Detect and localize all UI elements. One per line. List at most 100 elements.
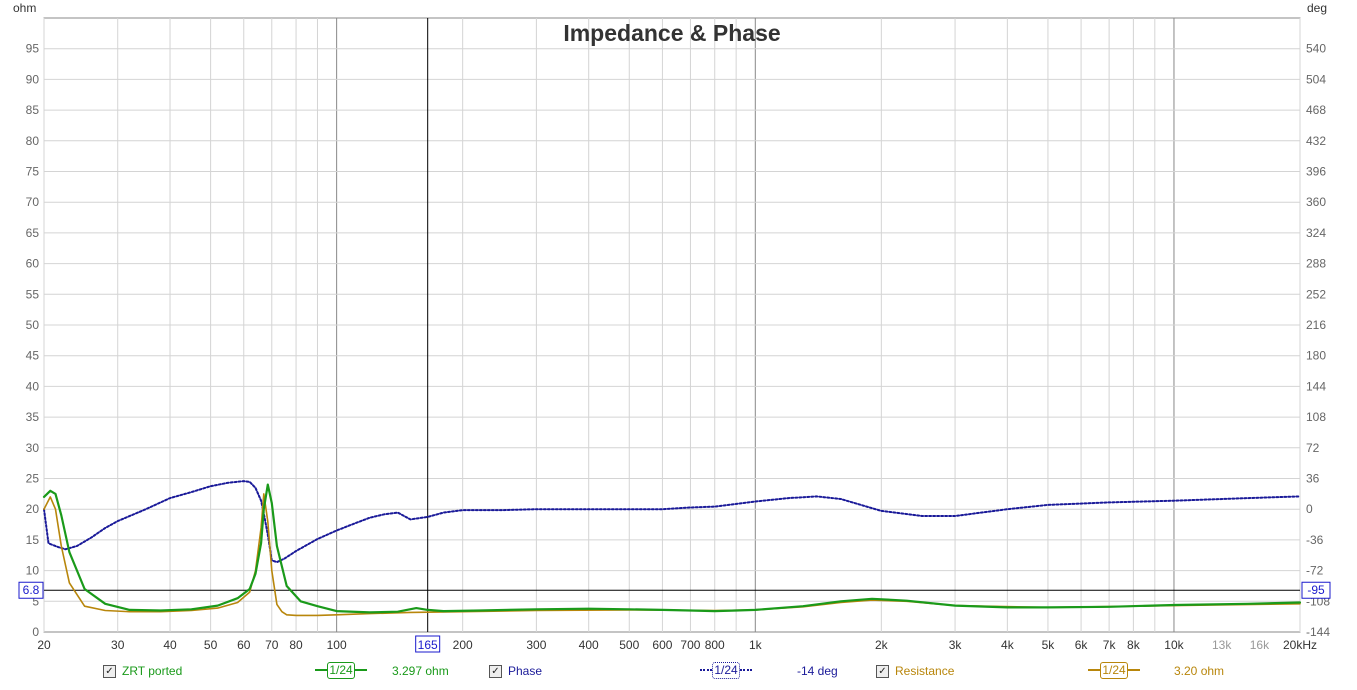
zrt-ported-line bbox=[42, 483, 1302, 614]
right-tick-label: -36 bbox=[1306, 533, 1324, 547]
left-tick-label: 90 bbox=[26, 72, 40, 86]
left-tick-label: 15 bbox=[26, 533, 40, 547]
left-tick-label: 80 bbox=[26, 134, 40, 148]
cursor-left-label: 6.8 bbox=[23, 583, 40, 597]
phase-smoothing-label: 1/24 bbox=[712, 662, 740, 679]
phase-smoothing-button[interactable]: 1/24 bbox=[700, 661, 752, 679]
x-tick-label: 7k bbox=[1103, 638, 1117, 652]
zrt-smoothing-button[interactable]: 1/24 bbox=[315, 661, 367, 679]
right-tick-label: -72 bbox=[1306, 564, 1324, 578]
resistance-smoothing-label: 1/24 bbox=[1100, 662, 1128, 679]
right-tick-label: 108 bbox=[1306, 410, 1326, 424]
x-tick-label: 300 bbox=[526, 638, 546, 652]
x-tick-label: 13k bbox=[1212, 638, 1232, 652]
right-tick-label: 396 bbox=[1306, 165, 1326, 179]
left-tick-label: 40 bbox=[26, 379, 40, 393]
x-tick-label: 600 bbox=[652, 638, 672, 652]
zrt-smoothing-label: 1/24 bbox=[327, 662, 355, 679]
left-tick-label: 70 bbox=[26, 195, 40, 209]
impedance-phase-chart: 5 10 15 20 25 30 35 40 45 50 55 60 65 70 75 80 85 90 95 0 -… bbox=[13, 1, 1331, 653]
phase-value: -14 deg bbox=[797, 664, 838, 678]
cursor-right-label: -95 bbox=[1307, 583, 1325, 597]
right-tick-label: 468 bbox=[1306, 103, 1326, 117]
legend-resistance-toggle[interactable]: ✓ Resistance bbox=[876, 660, 954, 682]
right-tick-label: 36 bbox=[1306, 472, 1320, 486]
phase-line bbox=[43, 480, 1301, 564]
legend-phase-toggle[interactable]: ✓ Phase bbox=[489, 660, 542, 682]
right-axis-ticks: -144-108-72-3603672108144180216252288324… bbox=[1306, 42, 1330, 639]
x-tick-label: 8k bbox=[1127, 638, 1141, 652]
resistance-legend-label: Resistance bbox=[895, 664, 955, 678]
right-tick-label: 144 bbox=[1306, 379, 1326, 393]
x-tick-label: 50 bbox=[204, 638, 218, 652]
zrt-checkbox[interactable]: ✓ bbox=[103, 664, 116, 678]
grid bbox=[43, 18, 1301, 632]
x-tick-label: 700 bbox=[680, 638, 700, 652]
chart-title: Impedance & Phase bbox=[563, 20, 780, 46]
right-tick-label: 288 bbox=[1306, 257, 1326, 271]
right-tick-label: 360 bbox=[1306, 195, 1326, 209]
series-group bbox=[42, 480, 1302, 617]
x-tick-label: 40 bbox=[163, 638, 177, 652]
left-tick-label: 75 bbox=[26, 165, 40, 179]
x-tick-label: 30 bbox=[111, 638, 125, 652]
resistance-checkbox[interactable]: ✓ bbox=[876, 664, 889, 678]
zrt-value: 3.297 ohm bbox=[392, 664, 449, 678]
left-axis-ticks: 5 10 15 20 25 30 35 40 45 50 55 60 65 70 75 80 85 90 95 0 bbox=[26, 42, 40, 639]
left-tick-label: 10 bbox=[26, 564, 40, 578]
x-tick-label: 60 bbox=[237, 638, 251, 652]
left-tick-label: 20 bbox=[26, 502, 40, 516]
cursor-right-box bbox=[1301, 581, 1331, 599]
right-tick-label: 216 bbox=[1306, 318, 1326, 332]
x-axis-ticks: 20 30 40 50 60 70 80 100 200 300 400 500 600 700 800 1k… bbox=[37, 638, 1317, 652]
x-tick-label: 20kHz bbox=[1283, 638, 1317, 652]
phase-checkbox[interactable]: ✓ bbox=[489, 664, 502, 678]
x-tick-label: 6k bbox=[1075, 638, 1089, 652]
x-tick-label: 10k bbox=[1164, 638, 1184, 652]
cursor-left-box bbox=[18, 581, 44, 599]
left-tick-label: 65 bbox=[26, 226, 40, 240]
x-tick-label: 4k bbox=[1001, 638, 1015, 652]
x-tick-label: 2k bbox=[875, 638, 889, 652]
x-tick-label: 3k bbox=[949, 638, 963, 652]
cursor-x-box bbox=[415, 635, 441, 653]
x-tick-label: 16k bbox=[1250, 638, 1270, 652]
x-tick-label: 80 bbox=[289, 638, 303, 652]
right-tick-label: 72 bbox=[1306, 441, 1320, 455]
left-tick-label: 30 bbox=[26, 441, 40, 455]
x-tick-label: 70 bbox=[265, 638, 279, 652]
right-tick-label: -144 bbox=[1306, 625, 1330, 639]
right-axis-unit: deg bbox=[1307, 1, 1327, 15]
x-tick-label: 1k bbox=[749, 638, 763, 652]
left-tick-label: 50 bbox=[26, 318, 40, 332]
x-tick-label: 5k bbox=[1042, 638, 1056, 652]
right-tick-label: 180 bbox=[1306, 349, 1326, 363]
right-tick-label: 324 bbox=[1306, 226, 1326, 240]
x-tick-label: 200 bbox=[453, 638, 473, 652]
left-tick-label: 45 bbox=[26, 349, 40, 363]
x-tick-label: 500 bbox=[619, 638, 639, 652]
right-tick-label: 432 bbox=[1306, 134, 1326, 148]
right-tick-label: 540 bbox=[1306, 42, 1326, 56]
left-tick-label: 60 bbox=[26, 257, 40, 271]
left-tick-label: 55 bbox=[26, 287, 40, 301]
zrt-legend-label: ZRT ported bbox=[122, 664, 183, 678]
cursor[interactable]: 165 6.8 -95 bbox=[18, 18, 1331, 653]
left-axis-unit: ohm bbox=[13, 1, 36, 15]
left-tick-label: 5 bbox=[32, 594, 39, 608]
right-tick-label: 252 bbox=[1306, 287, 1326, 301]
left-tick-label: 35 bbox=[26, 410, 40, 424]
x-tick-label: 100 bbox=[327, 638, 347, 652]
left-tick-label: 25 bbox=[26, 472, 40, 486]
left-tick-label: 85 bbox=[26, 103, 40, 117]
resistance-value: 3.20 ohm bbox=[1174, 664, 1225, 678]
x-tick-label: 400 bbox=[579, 638, 599, 652]
phase-legend-label: Phase bbox=[508, 664, 543, 678]
legend-zrt-toggle[interactable]: ✓ ZRT ported bbox=[103, 660, 182, 682]
x-tick-label: 20 bbox=[37, 638, 51, 652]
left-tick-label: 95 bbox=[26, 42, 40, 56]
left-tick-label-zero: 0 bbox=[32, 625, 39, 639]
resistance-smoothing-button[interactable]: 1/24 bbox=[1088, 661, 1140, 679]
right-tick-label: 0 bbox=[1306, 502, 1313, 516]
right-tick-label: 504 bbox=[1306, 72, 1326, 86]
